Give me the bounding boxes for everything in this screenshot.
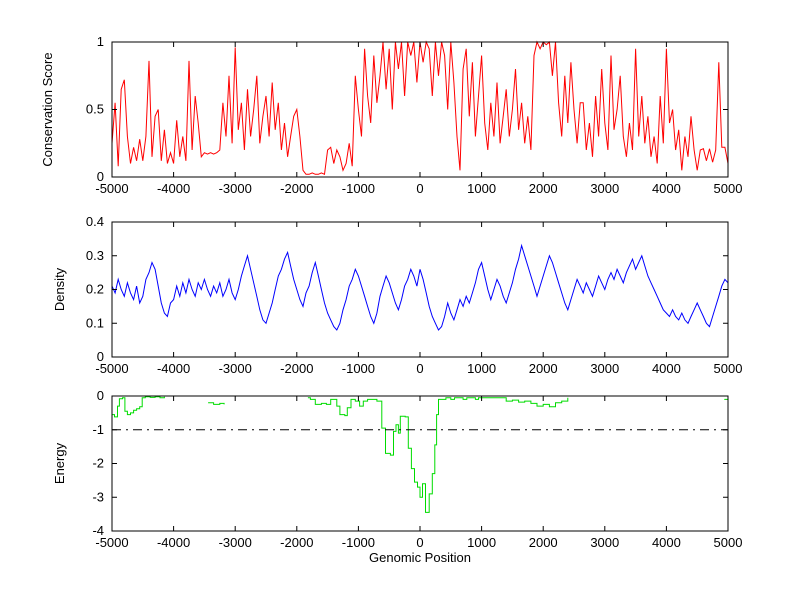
x-tick-label: 3000 xyxy=(590,361,619,376)
x-tick-label: -3000 xyxy=(219,361,252,376)
x-tick-label: -5000 xyxy=(95,181,128,196)
x-tick-label: 0 xyxy=(416,535,423,550)
x-tick-label: -5000 xyxy=(95,361,128,376)
y-tick-label: -3 xyxy=(92,489,104,504)
x-tick-label: 0 xyxy=(416,361,423,376)
x-tick-label: 3000 xyxy=(590,181,619,196)
x-tick-label: -4000 xyxy=(157,361,190,376)
subplot-energy: -5000 -4000 -3000 -2000 -1000 0 1000 2000 3000 40… xyxy=(52,388,742,565)
x-tick-label: 0 xyxy=(416,181,423,196)
density-line xyxy=(111,243,729,331)
x-tick-label: 1000 xyxy=(467,361,496,376)
y-tick-label: 1 xyxy=(97,34,104,49)
x-tick-label: 5000 xyxy=(714,361,743,376)
x-tick-label: -1000 xyxy=(342,535,375,550)
x-tick-label: -5000 xyxy=(95,535,128,550)
y-tick-label: 0.3 xyxy=(86,248,104,263)
y-tick-label: 0.5 xyxy=(86,102,104,117)
y-axis-label-density: Density xyxy=(52,267,67,311)
y-tick-label: 0.1 xyxy=(86,315,104,330)
x-tick-label: -2000 xyxy=(280,361,313,376)
x-tick-label: 2000 xyxy=(529,535,558,550)
x-tick-label: 5000 xyxy=(714,181,743,196)
x-tick-label: -1000 xyxy=(342,181,375,196)
y-tick-label: 0.4 xyxy=(86,214,104,229)
x-tick-label: 2000 xyxy=(529,181,558,196)
x-tick-label: 1000 xyxy=(467,535,496,550)
energy-line xyxy=(112,396,729,513)
x-tick-label: 5000 xyxy=(714,535,743,550)
subplot-density: -5000 -4000 -3000 -2000 -1000 0 1000 2000 3000 40… xyxy=(52,214,742,376)
y-tick-label: 0.2 xyxy=(86,282,104,297)
x-tick-label: -2000 xyxy=(280,181,313,196)
subplot-conservation: -5000 -4000 -3000 -2000 -1000 0 1000 2000 3000 40… xyxy=(40,34,742,196)
y-tick-label: -2 xyxy=(92,456,104,471)
density-axes-box xyxy=(111,221,729,358)
y-tick-label: 0 xyxy=(97,388,104,403)
x-tick-label: -4000 xyxy=(157,181,190,196)
x-tick-label: -1000 xyxy=(342,361,375,376)
y-axis-label-conservation: Conservation Score xyxy=(40,52,55,166)
x-tick-label: 4000 xyxy=(652,361,681,376)
x-tick-label: -4000 xyxy=(157,535,190,550)
x-tick-label: 3000 xyxy=(590,535,619,550)
x-tick-label: -2000 xyxy=(280,535,313,550)
y-tick-label: 0 xyxy=(97,349,104,364)
x-tick-label: -3000 xyxy=(219,535,252,550)
x-tick-label: -3000 xyxy=(219,181,252,196)
y-tick-label: -4 xyxy=(92,523,104,538)
y-tick-label: -1 xyxy=(92,422,104,437)
x-tick-label: 2000 xyxy=(529,361,558,376)
y-tick-label: 0 xyxy=(97,169,104,184)
x-axis-label: Genomic Position xyxy=(369,550,471,565)
y-axis-label-energy: Energy xyxy=(52,442,67,484)
conservation-line xyxy=(111,40,729,176)
x-tick-label: 1000 xyxy=(467,181,496,196)
x-tick-label: 4000 xyxy=(652,181,681,196)
energy-axes-box xyxy=(111,395,729,532)
x-tick-label: 4000 xyxy=(652,535,681,550)
